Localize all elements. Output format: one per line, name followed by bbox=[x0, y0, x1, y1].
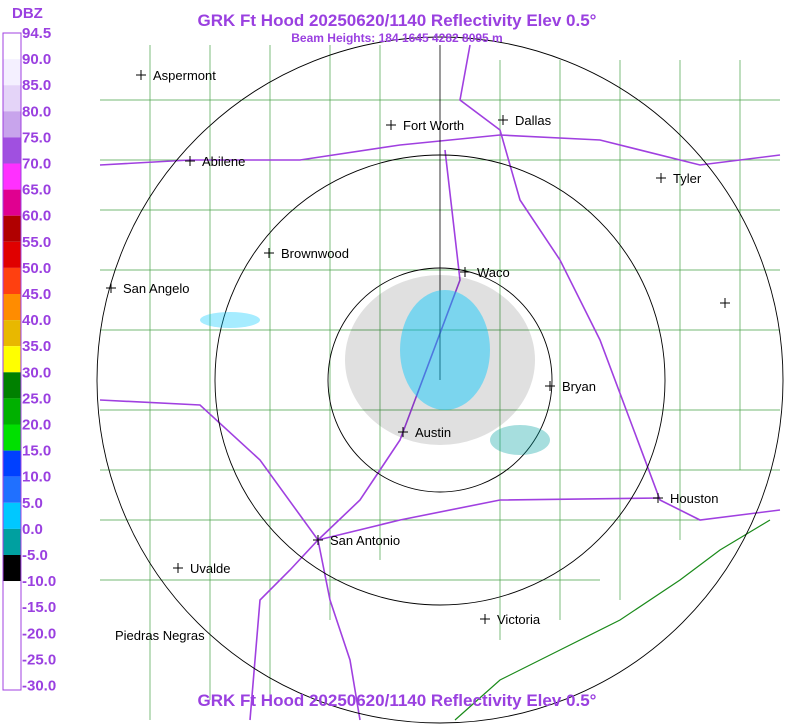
legend-unit: DBZ bbox=[12, 5, 43, 22]
city-marker bbox=[720, 298, 730, 308]
footer-title: GRK Ft Hood 20250620/1140 Reflectivity E… bbox=[198, 691, 597, 710]
legend-label: 60.0 bbox=[22, 208, 51, 225]
legend-swatch bbox=[3, 555, 21, 582]
legend-swatch bbox=[3, 59, 21, 86]
title: GRK Ft Hood 20250620/1140 Reflectivity E… bbox=[198, 11, 597, 30]
city-label: Tyler bbox=[673, 171, 702, 186]
legend-swatch bbox=[3, 189, 21, 216]
legend-label: 65.0 bbox=[22, 182, 51, 199]
legend-label: 80.0 bbox=[22, 103, 51, 120]
city-marker bbox=[545, 381, 555, 391]
legend-label: 25.0 bbox=[22, 390, 51, 407]
legend-swatch bbox=[3, 163, 21, 190]
legend-frame bbox=[2, 32, 22, 691]
legend-label: 40.0 bbox=[22, 312, 51, 329]
subtitle: Beam Heights: 184 1645 4282 8095 m bbox=[291, 31, 502, 45]
legend-label: 70.0 bbox=[22, 156, 51, 173]
city-marker bbox=[480, 614, 490, 624]
legend-label: 94.5 bbox=[22, 25, 51, 42]
legend-label: 30.0 bbox=[22, 364, 51, 381]
city-label: Bryan bbox=[562, 379, 596, 394]
city-marker bbox=[264, 248, 274, 258]
legend-label: -20.0 bbox=[22, 625, 56, 642]
city-marker bbox=[106, 283, 116, 293]
legend-swatch bbox=[3, 267, 21, 294]
legend: 94.5 90.0 85.0 80.0 75.0 70.0 65.0 60.0 55.0 50.0… bbox=[2, 25, 56, 695]
legend-label: 45.0 bbox=[22, 286, 51, 303]
legend-swatch bbox=[3, 320, 21, 347]
legend-swatch bbox=[3, 33, 21, 60]
legend-swatch bbox=[3, 581, 21, 608]
legend-swatch bbox=[3, 215, 21, 242]
legend-swatch bbox=[3, 372, 21, 399]
city-marker bbox=[460, 267, 470, 277]
legend-label: -15.0 bbox=[22, 599, 56, 616]
legend-swatch bbox=[3, 241, 21, 268]
city-label: Waco bbox=[477, 265, 510, 280]
legend-label: 55.0 bbox=[22, 234, 51, 251]
city-marker bbox=[656, 173, 666, 183]
city-marker bbox=[313, 535, 323, 545]
city-label: Austin bbox=[415, 425, 451, 440]
legend-label: -5.0 bbox=[22, 547, 48, 564]
legend-label: 85.0 bbox=[22, 77, 51, 94]
city-marker bbox=[136, 70, 146, 80]
legend-label: 50.0 bbox=[22, 260, 51, 277]
city-marker bbox=[185, 156, 195, 166]
city-label: Fort Worth bbox=[403, 118, 464, 133]
city-label: Piedras Negras bbox=[115, 628, 205, 643]
city-label: Dallas bbox=[515, 113, 552, 128]
city-marker bbox=[398, 427, 408, 437]
city-label: Aspermont bbox=[153, 68, 216, 83]
legend-swatch bbox=[3, 294, 21, 321]
legend-swatch bbox=[3, 111, 21, 138]
city-label: Abilene bbox=[202, 154, 245, 169]
city-label: Victoria bbox=[497, 612, 541, 627]
city-label: Uvalde bbox=[190, 561, 230, 576]
city-label: San Antonio bbox=[330, 533, 400, 548]
legend-swatch bbox=[3, 398, 21, 425]
legend-label: 90.0 bbox=[22, 51, 51, 68]
legend-label: 35.0 bbox=[22, 338, 51, 355]
legend-swatch bbox=[3, 450, 21, 477]
legend-label: -30.0 bbox=[22, 678, 56, 695]
map-layer bbox=[96, 36, 784, 724]
legend-swatch bbox=[3, 633, 21, 660]
legend-label: 0.0 bbox=[22, 521, 43, 538]
legend-swatch bbox=[3, 659, 21, 686]
city-markers bbox=[106, 70, 730, 624]
legend-swatch bbox=[3, 346, 21, 373]
legend-label: 15.0 bbox=[22, 443, 51, 460]
legend-label: -10.0 bbox=[22, 573, 56, 590]
city-marker bbox=[386, 120, 396, 130]
city-label: San Angelo bbox=[123, 281, 190, 296]
legend-swatch bbox=[3, 502, 21, 529]
city-label: Houston bbox=[670, 491, 718, 506]
city-marker bbox=[653, 493, 663, 503]
city-marker bbox=[173, 563, 183, 573]
legend-swatch bbox=[3, 476, 21, 503]
legend-label: 10.0 bbox=[22, 469, 51, 486]
legend-label: 5.0 bbox=[22, 495, 43, 512]
city-marker bbox=[498, 115, 508, 125]
legend-swatch bbox=[3, 85, 21, 112]
legend-label: -25.0 bbox=[22, 651, 56, 668]
legend-swatch bbox=[3, 424, 21, 451]
city-label: Brownwood bbox=[281, 246, 349, 261]
legend-label: 75.0 bbox=[22, 129, 51, 146]
legend-swatch bbox=[3, 137, 21, 164]
legend-swatch bbox=[3, 528, 21, 555]
legend-label: 20.0 bbox=[22, 417, 51, 434]
legend-swatch bbox=[3, 607, 21, 634]
